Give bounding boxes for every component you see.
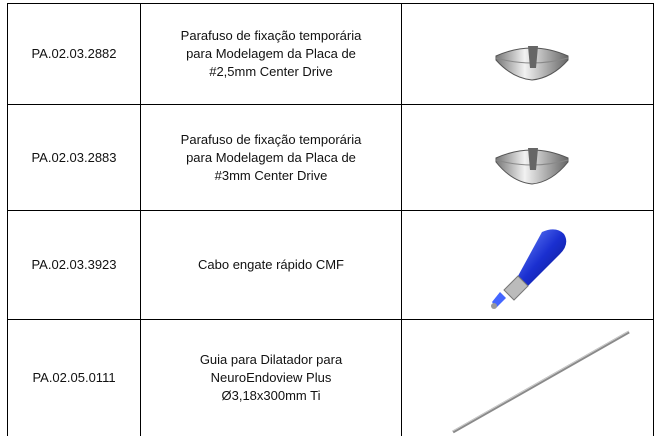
description-cell: Parafuso de fixação temporária para Mode… [141,4,401,104]
description-line: Ø3,18x300mm Ti [221,388,321,403]
description-cell: Cabo engate rápido CMF [141,211,401,319]
row-border [7,210,654,211]
row-border [7,3,654,4]
row-border [7,319,654,320]
description-line: para Modelagem da Placa de [186,46,356,61]
code: PA.02.03.2883 [31,149,117,165]
code-cell: PA.02.03.3923 [8,211,140,319]
description-cell: Parafuso de fixação temporária para Mode… [141,105,401,210]
description-line: Parafuso de fixação temporária [180,28,362,43]
code-cell: PA.02.05.0111 [8,320,140,436]
description-line: Parafuso de fixação temporária [180,131,362,147]
screw-image [495,46,569,81]
code-cell: PA.02.03.2882 [8,4,140,104]
code-cell: PA.02.03.2883 [8,105,140,210]
screw-image [495,148,569,185]
column-border [401,3,402,436]
column-border [7,3,8,436]
description-line: NeuroEndoview Plus [210,370,332,385]
handle-image [491,229,567,309]
column-border [140,3,141,436]
code: PA.02.03.3923 [31,257,117,272]
code: PA.02.05.0111 [32,370,116,385]
code: PA.02.03.2882 [31,46,117,61]
rod-image [452,330,630,434]
description-line: Cabo engate rápido CMF [198,257,344,272]
description-line: Guia para Dilatador para [199,352,343,367]
description-line: #2,5mm Center Drive [209,64,333,79]
row-border [7,104,654,105]
description-line: para Modelagem da Placa de [186,149,356,165]
description-line: #3mm Center Drive [214,167,328,183]
column-border [653,3,654,436]
description-cell: Guia para Dilatador para NeuroEndoview P… [141,320,401,436]
